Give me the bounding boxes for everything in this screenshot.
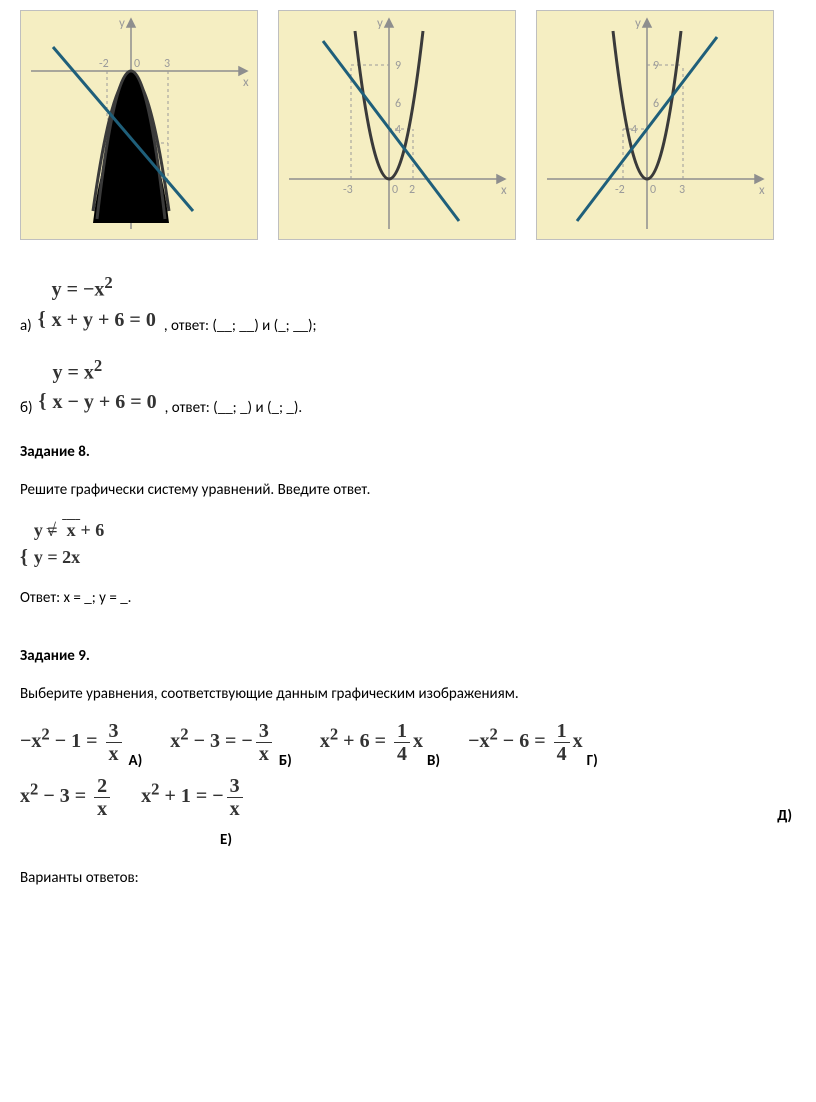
option-g: −x2 − 6 = 14x bbox=[468, 721, 583, 764]
opt-g-eq: −x2 − 6 = 14x bbox=[468, 721, 583, 764]
svg-text:y: y bbox=[635, 16, 641, 31]
task8-eq1: y = x √ + 6 bbox=[34, 517, 104, 544]
svg-text:0: 0 bbox=[134, 57, 140, 71]
svg-text:9: 9 bbox=[395, 59, 401, 73]
opt-e-eq: x2 + 1 = −3x bbox=[141, 776, 246, 819]
option-e: x2 + 1 = −3x bbox=[141, 776, 246, 819]
eq1-sqrt: x bbox=[67, 520, 76, 540]
system-a-label: а) bbox=[20, 317, 32, 335]
svg-text:6: 6 bbox=[395, 97, 401, 111]
brace-icon: { bbox=[39, 393, 47, 409]
task8-system: { y = x √ + 6 y = 2x bbox=[20, 517, 796, 571]
opt-a-lbl: А) bbox=[129, 752, 143, 770]
graph-2: x y -3 0 2 9 6 4 bbox=[278, 10, 516, 240]
graph-3-svg: x y -2 0 3 9 6 4 bbox=[537, 11, 773, 239]
system-a-equations: y = −x2 x + y + 6 = 0 bbox=[52, 270, 156, 335]
eq-a1-sup: 2 bbox=[104, 273, 112, 292]
brace-icon: { bbox=[20, 549, 28, 565]
option-v: x2 + 6 = 14x bbox=[320, 721, 423, 764]
eq-b1: y = x bbox=[52, 361, 93, 383]
svg-text:x: x bbox=[759, 183, 765, 198]
eq-a1: y = −x bbox=[52, 279, 105, 301]
graph-3: x y -2 0 3 9 6 4 bbox=[536, 10, 774, 240]
brace-icon: { bbox=[38, 311, 46, 327]
svg-text:3: 3 bbox=[164, 57, 170, 71]
task9-options-row1: −x2 − 1 = 3x А) x2 − 3 = −3x Б) x2 + 6 =… bbox=[20, 721, 796, 770]
system-b: б) { y = x2 x − y + 6 = 0 , ответ: (__; … bbox=[20, 353, 796, 418]
eq-b2: x − y + 6 = 0 bbox=[52, 387, 156, 417]
opt-d-lbl: Д) bbox=[777, 807, 792, 825]
system-a: а) { y = −x2 x + y + 6 = 0 , ответ: (__;… bbox=[20, 270, 796, 335]
system-b-answer: , ответ: (__; _) и (_; _). bbox=[165, 399, 303, 417]
svg-text:4: 4 bbox=[631, 123, 637, 137]
eq-a2: x + y + 6 = 0 bbox=[52, 305, 156, 335]
task8-heading: Задание 8. bbox=[20, 443, 796, 461]
graph-2-svg: x y -3 0 2 9 6 4 bbox=[279, 11, 515, 239]
opt-a-eq: −x2 − 1 = 3x bbox=[20, 721, 125, 764]
opt-b-lbl: Б) bbox=[279, 752, 292, 770]
graph-1: x y -2 0 3 -4 -6 -9 bbox=[20, 10, 258, 240]
option-a: −x2 − 1 = 3x bbox=[20, 721, 125, 764]
svg-text:x: x bbox=[501, 183, 507, 198]
eq1-post: + 6 bbox=[76, 520, 104, 540]
svg-text:-2: -2 bbox=[99, 57, 109, 71]
task9-footer: Варианты ответов: bbox=[20, 869, 796, 887]
opt-b-eq: x2 − 3 = −3x bbox=[170, 721, 275, 764]
task8-equations: y = x √ + 6 y = 2x bbox=[34, 517, 104, 571]
system-b-label: б) bbox=[20, 399, 33, 417]
task9-options-row2: x2 − 3 = 2x x2 + 1 = −3x Д) bbox=[20, 776, 796, 825]
opt-v-lbl: В) bbox=[427, 752, 440, 770]
svg-text:2: 2 bbox=[409, 183, 415, 197]
opt-g-lbl: Г) bbox=[587, 752, 598, 770]
svg-text:-3: -3 bbox=[343, 183, 353, 197]
opt-e-lbl: Е) bbox=[220, 831, 232, 849]
svg-text:-2: -2 bbox=[615, 183, 625, 197]
task9-heading: Задание 9. bbox=[20, 647, 796, 665]
task9-options-row3: Е) bbox=[20, 831, 796, 849]
task8-eq2: y = 2x bbox=[34, 544, 104, 571]
svg-text:0: 0 bbox=[650, 183, 656, 197]
svg-text:9: 9 bbox=[653, 59, 659, 73]
opt-v-eq: x2 + 6 = 14x bbox=[320, 721, 423, 764]
task8-answer: Ответ: х = _; у = _. bbox=[20, 589, 796, 607]
svg-text:6: 6 bbox=[653, 97, 659, 111]
option-d: x2 − 3 = 2x bbox=[20, 776, 113, 819]
system-b-equations: y = x2 x − y + 6 = 0 bbox=[52, 353, 156, 418]
opt-d-eq: x2 − 3 = 2x bbox=[20, 776, 113, 819]
svg-text:0: 0 bbox=[392, 183, 398, 197]
graph-1-svg: x y -2 0 3 -4 -6 -9 bbox=[21, 11, 257, 239]
y-axis-label: y bbox=[119, 16, 125, 31]
option-b: x2 − 3 = −3x bbox=[170, 721, 275, 764]
svg-text:3: 3 bbox=[679, 183, 685, 197]
graph-row: x y -2 0 3 -4 -6 -9 bbox=[20, 10, 796, 240]
system-a-answer: , ответ: (__; __) и (_; __); bbox=[164, 317, 317, 335]
x-axis-label: x bbox=[243, 75, 249, 90]
svg-text:4: 4 bbox=[395, 123, 401, 137]
task8-text: Решите графически систему уравнений. Вве… bbox=[20, 481, 796, 499]
task9-text: Выберите уравнения, соответствующие данн… bbox=[20, 685, 796, 703]
svg-text:y: y bbox=[377, 16, 383, 31]
eq-b1-sup: 2 bbox=[94, 356, 102, 375]
